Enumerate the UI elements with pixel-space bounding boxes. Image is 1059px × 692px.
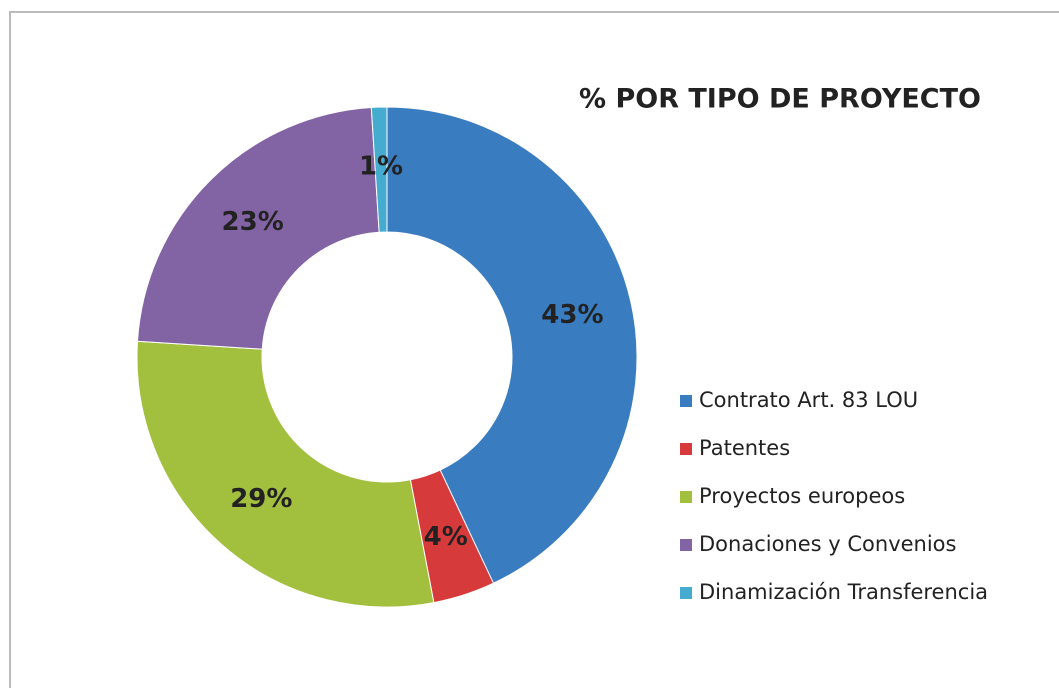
- data-label: 43%: [541, 300, 603, 330]
- data-label: 29%: [230, 484, 292, 514]
- legend-swatch: [680, 395, 692, 407]
- chart-title: % POR TIPO DE PROYECTO: [579, 84, 981, 115]
- legend-swatch: [680, 443, 692, 455]
- legend-label: Patentes: [699, 436, 790, 460]
- legend-label: Contrato Art. 83 LOU: [699, 388, 918, 412]
- data-label: 23%: [222, 207, 284, 237]
- data-label: 1%: [359, 152, 403, 182]
- donut-segment: [136, 340, 435, 608]
- donut-segment: [136, 106, 380, 350]
- donut-segment: [386, 106, 638, 584]
- legend-swatch: [680, 491, 692, 503]
- legend-swatch: [680, 539, 692, 551]
- legend-swatch: [680, 587, 692, 599]
- data-label: 4%: [424, 522, 468, 552]
- legend-label: Proyectos europeos: [699, 484, 905, 508]
- donut-segment: [370, 106, 388, 233]
- legend-label: Dinamización Transferencia: [699, 580, 988, 604]
- legend-label: Donaciones y Convenios: [699, 532, 956, 556]
